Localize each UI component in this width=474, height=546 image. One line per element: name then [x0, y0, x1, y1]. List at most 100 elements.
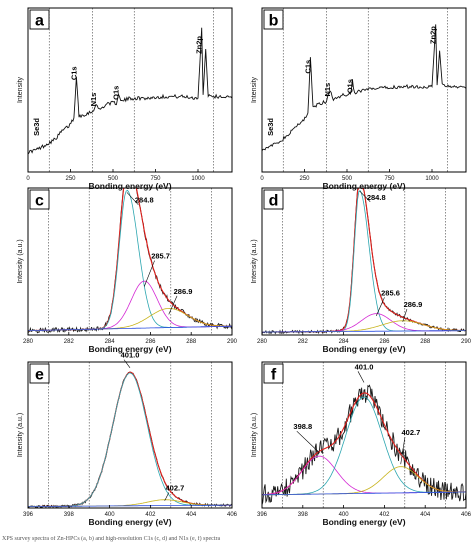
x-tick-label: 284 — [339, 339, 350, 345]
x-axis-label: Bonding energy (eV) — [88, 344, 171, 354]
peak-label: Se3d — [32, 118, 41, 136]
series-baseline-5 — [261, 491, 467, 496]
x-tick-label: 1000 — [191, 176, 205, 182]
x-tick-label: 250 — [65, 176, 76, 182]
panel-letter-box — [263, 363, 284, 384]
peak-arrow — [359, 190, 371, 202]
peak-label: 284.8 — [367, 193, 386, 202]
series-fit-1 — [28, 187, 232, 332]
series-component-2 — [28, 372, 232, 507]
x-axis-label: Bonding energy (eV) — [322, 517, 405, 527]
x-axis-label: Bonding energy (eV) — [322, 344, 405, 354]
plot-frame — [27, 361, 233, 509]
panel-letter-box — [263, 189, 284, 210]
peak-label: O1s — [111, 86, 120, 100]
x-tick-label: 282 — [298, 339, 309, 345]
x-tick-label: 288 — [420, 339, 431, 345]
x-tick-label: 290 — [227, 339, 238, 345]
peak-label: 401.0 — [355, 362, 374, 371]
series-fit-1 — [262, 187, 466, 333]
x-tick-label: 404 — [420, 512, 431, 518]
panel-c: 280 282 284 286 288 290 Bonding energy (eV) Int… — [17, 187, 238, 354]
y-axis-label: Intensity (a.u.) — [17, 239, 24, 283]
x-tick-label: 398 — [64, 512, 75, 518]
plot-frame — [27, 187, 233, 336]
series-raw-0 — [261, 384, 467, 506]
panel-b: 0 250 500 750 1000 Bonding energy (eV) Intensi… — [251, 7, 467, 191]
peak-arrow — [400, 436, 406, 465]
peak-label: 285.6 — [381, 288, 400, 297]
panel-d: 280 282 284 286 288 290 Bonding energy (eV) Int… — [251, 187, 472, 354]
y-axis-label: Intensity (a.u.) — [251, 413, 258, 457]
panel-letter: a — [35, 13, 44, 30]
peak-label: 286.9 — [174, 287, 193, 296]
y-axis-label: Intensity — [251, 76, 258, 103]
series-component-3 — [28, 280, 232, 331]
x-tick-label: 500 — [108, 176, 119, 182]
x-axis-label: Bonding energy (eV) — [322, 181, 405, 191]
peak-arrow — [126, 192, 139, 205]
x-tick-label: 282 — [64, 339, 75, 345]
peak-label: N1s — [89, 93, 98, 107]
x-tick-label: 400 — [105, 512, 116, 518]
peak-label: 402.7 — [165, 483, 184, 492]
series-component-2 — [28, 189, 232, 331]
x-tick-label: 280 — [23, 339, 34, 345]
series-baseline-4 — [28, 504, 232, 507]
series-fit-1 — [28, 371, 232, 508]
x-tick-label: 0 — [260, 176, 264, 182]
panel-a: 0 250 500 750 1000 Bonding energy (eV) Intensi… — [17, 7, 233, 191]
x-tick-label: 398 — [298, 512, 309, 518]
peak-label: Se3d — [266, 118, 275, 136]
peak-arrow — [375, 297, 385, 317]
panel-letter: e — [35, 367, 44, 384]
x-tick-label: 290 — [461, 339, 472, 345]
x-tick-label: 0 — [26, 176, 30, 182]
x-tick-label: 396 — [23, 512, 34, 518]
series-baseline-5 — [28, 325, 232, 331]
x-tick-label: 500 — [342, 176, 353, 182]
peak-label: Zn2p — [429, 26, 438, 44]
plot-frame — [27, 7, 233, 173]
peak-arrow — [168, 295, 178, 315]
peak-arrow — [357, 371, 365, 383]
x-tick-label: 750 — [384, 176, 395, 182]
series-component-4 — [28, 307, 232, 331]
x-tick-label: 396 — [257, 512, 268, 518]
y-axis-label: Intensity (a.u.) — [251, 239, 258, 283]
peak-arrow — [144, 260, 155, 287]
x-tick-label: 406 — [461, 512, 472, 518]
plot-frame — [261, 361, 467, 509]
peak-arrow — [296, 430, 320, 453]
peak-arrow — [164, 492, 170, 501]
panel-letter: c — [35, 193, 44, 210]
x-tick-label: 286 — [145, 339, 156, 345]
x-tick-label: 286 — [379, 339, 390, 345]
panel-e: 396 398 400 402 404 406 Bonding energy (eV) Int… — [17, 351, 238, 527]
peak-arrow — [402, 308, 408, 322]
x-tick-label: 404 — [186, 512, 197, 518]
plot-frame — [261, 7, 467, 173]
y-axis-label: Intensity — [17, 76, 24, 103]
peak-arrow — [123, 359, 131, 369]
peak-label: C1s — [69, 66, 78, 80]
x-tick-label: 402 — [145, 512, 156, 518]
panel-letter-box — [29, 363, 50, 384]
x-axis-label: Bonding energy (eV) — [88, 517, 171, 527]
peak-label: 284.8 — [135, 196, 154, 205]
x-tick-label: 280 — [257, 339, 268, 345]
x-tick-label: 288 — [186, 339, 197, 345]
x-axis-label: Bonding energy (eV) — [88, 181, 171, 191]
peak-label: 402.7 — [402, 428, 421, 437]
peak-label: 401.0 — [121, 351, 140, 360]
plot-frame — [261, 187, 467, 336]
series-spectrum-0 — [261, 24, 467, 152]
peak-label: C1s — [303, 60, 312, 74]
peak-label: O1s — [345, 79, 354, 93]
peak-label: 398.8 — [293, 422, 312, 431]
panel-letter-box — [29, 189, 50, 210]
panel-letter-box — [29, 9, 50, 30]
series-baseline-5 — [262, 330, 466, 333]
x-tick-label: 284 — [105, 339, 116, 345]
